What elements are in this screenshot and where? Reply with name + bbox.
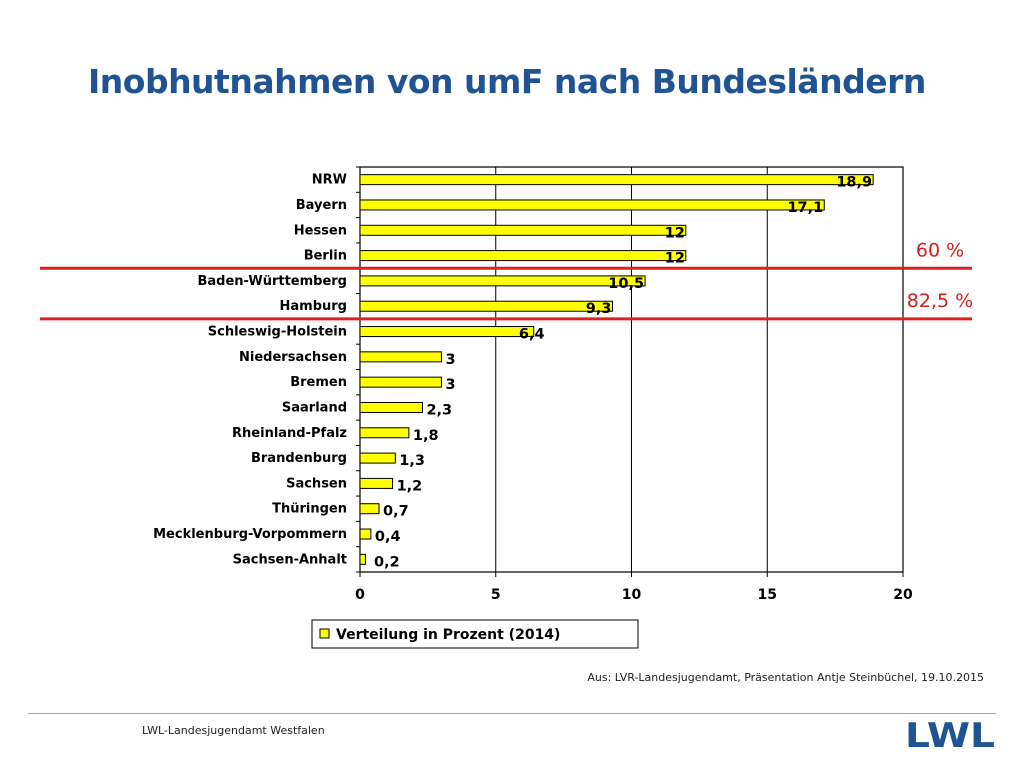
data-label: 12 bbox=[665, 251, 685, 267]
bar bbox=[359, 224, 687, 236]
data-label: 0,2 bbox=[374, 554, 400, 570]
category-label: Schleswig-Holstein bbox=[208, 325, 347, 340]
bar bbox=[359, 351, 442, 363]
data-label: 3 bbox=[445, 352, 455, 368]
legend-label: Verteilung in Prozent (2014) bbox=[336, 627, 560, 643]
bar bbox=[359, 452, 396, 464]
threshold-label: 82,5 % bbox=[907, 290, 973, 312]
slide-title: Inobhutnahmen von umF nach Bundesländern bbox=[88, 62, 926, 101]
legend-swatch bbox=[319, 628, 330, 639]
data-label: 0,7 bbox=[383, 504, 409, 520]
footer-divider bbox=[28, 713, 996, 714]
data-label: 2,3 bbox=[426, 402, 452, 418]
category-label: Sachsen-Anhalt bbox=[233, 552, 347, 567]
category-label: Bayern bbox=[296, 198, 347, 213]
threshold-label: 60 % bbox=[916, 239, 964, 261]
bar bbox=[359, 477, 394, 489]
bar bbox=[359, 553, 366, 565]
category-label: Mecklenburg-Vorpommern bbox=[153, 527, 347, 542]
category-label: Berlin bbox=[304, 249, 347, 264]
data-label: 18,9 bbox=[836, 175, 872, 191]
category-label: Hamburg bbox=[280, 299, 347, 314]
data-label: 3 bbox=[445, 377, 455, 393]
category-label: Rheinland-Pfalz bbox=[232, 426, 347, 441]
bar bbox=[359, 503, 380, 515]
category-label: Niedersachsen bbox=[239, 350, 347, 365]
svg-text:LWL: LWL bbox=[905, 718, 995, 752]
bar bbox=[359, 376, 442, 388]
category-label: Bremen bbox=[290, 375, 347, 390]
bar bbox=[359, 401, 423, 413]
x-tick-label: 5 bbox=[491, 587, 501, 603]
data-label: 1,2 bbox=[397, 478, 423, 494]
data-label: 1,3 bbox=[399, 453, 425, 469]
category-label: NRW bbox=[312, 173, 347, 188]
category-label: Saarland bbox=[282, 400, 347, 415]
bar bbox=[359, 199, 825, 211]
source-note: Aus: LVR-Landesjugendamt, Präsentation A… bbox=[587, 671, 984, 684]
legend-box bbox=[311, 619, 639, 649]
x-tick-label: 15 bbox=[758, 587, 777, 603]
category-label: Thüringen bbox=[272, 502, 347, 517]
data-label: 12 bbox=[665, 225, 685, 241]
lwl-logo: LWL bbox=[905, 718, 995, 752]
bar bbox=[359, 275, 646, 287]
category-label: Sachsen bbox=[286, 476, 347, 491]
category-label: Baden-Württemberg bbox=[197, 274, 347, 289]
bar-chart: 0 5 10 15 20 NRW 18,9 Bayern 17,1 Hessen 12 Berlin 1… bbox=[40, 166, 973, 649]
data-label: 1,8 bbox=[413, 428, 439, 444]
data-label: 6,4 bbox=[519, 327, 545, 343]
data-label: 17,1 bbox=[787, 200, 823, 216]
bar bbox=[359, 300, 613, 312]
category-label: Hessen bbox=[294, 223, 347, 238]
x-tick-label: 10 bbox=[622, 587, 642, 603]
data-label: 0,4 bbox=[375, 529, 401, 545]
data-label: 9,3 bbox=[586, 301, 612, 317]
category-label: Brandenburg bbox=[251, 451, 347, 466]
bar bbox=[359, 326, 535, 338]
bar bbox=[359, 174, 874, 186]
x-tick-label: 20 bbox=[893, 587, 913, 603]
organization-name: LWL-Landesjugendamt Westfalen bbox=[142, 724, 325, 737]
bar bbox=[359, 528, 372, 540]
bar bbox=[359, 427, 410, 439]
bar bbox=[359, 250, 687, 262]
x-tick-label: 0 bbox=[355, 587, 365, 603]
data-label: 10,5 bbox=[608, 276, 644, 292]
